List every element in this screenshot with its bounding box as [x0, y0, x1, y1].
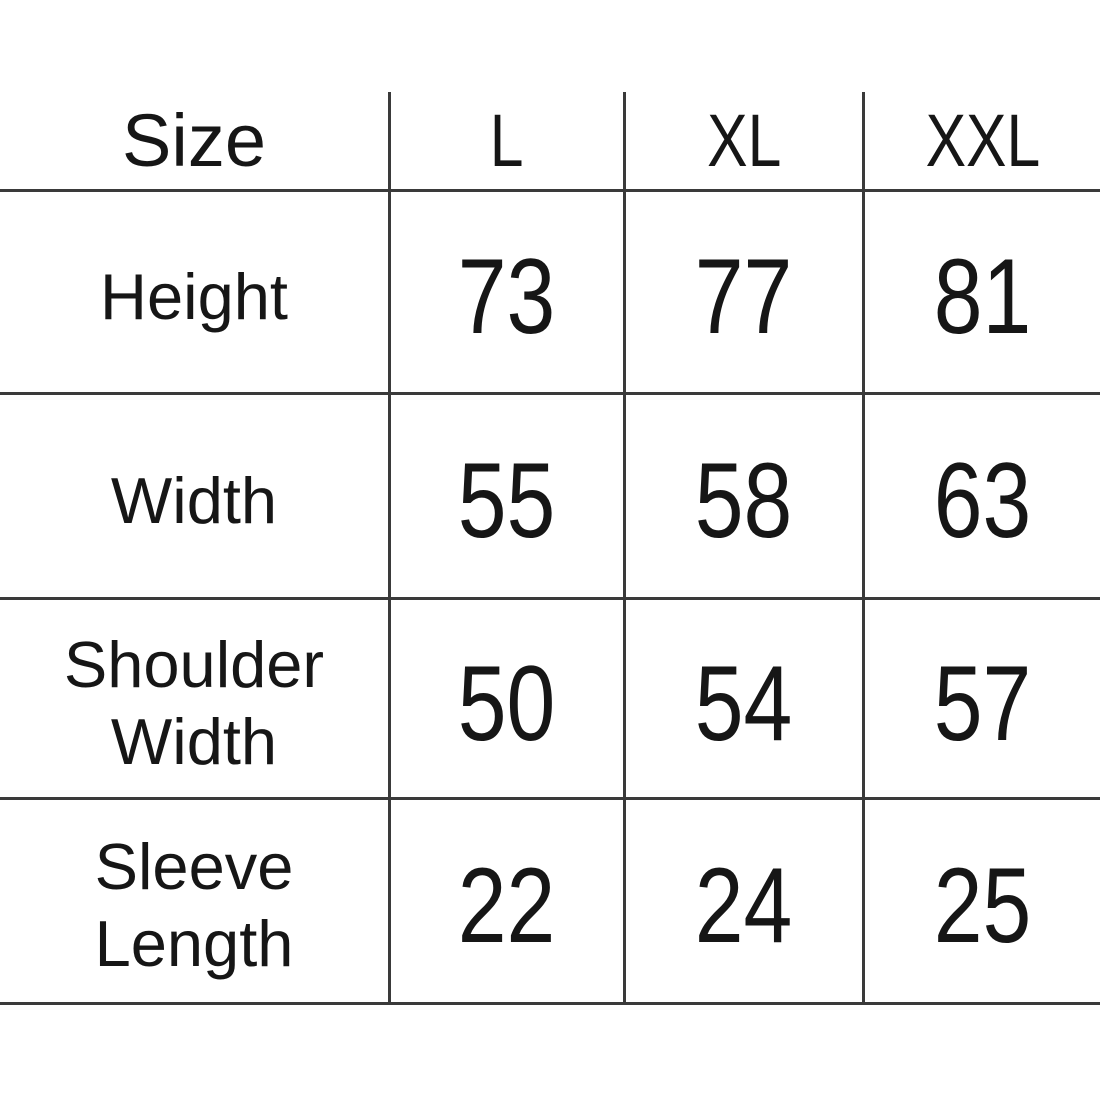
shoulder-width-xl-value: 54 [695, 642, 793, 763]
row-label-cell-sleeve-length: Sleeve Length [0, 800, 388, 1005]
header-cell-size: Size [0, 92, 388, 192]
row-label-shoulder-width: Shoulder Width [63, 627, 325, 778]
width-xxl-value: 63 [933, 440, 1032, 560]
row-label-cell-shoulder-width: Shoulder Width [0, 600, 388, 800]
sleeve-length-xxl-value: 25 [933, 845, 1032, 965]
shoulder-width-l-value: 50 [458, 642, 556, 763]
column-header-xxl: XXL [925, 99, 1040, 182]
row-label-sleeve-length: Sleeve Length [94, 830, 294, 980]
row-label-height: Height [100, 259, 288, 333]
cell-width-xxl: 63 [862, 395, 1100, 600]
cell-sleeve-length-xxl: 25 [862, 800, 1100, 1005]
height-xxl-value: 81 [933, 236, 1032, 356]
cell-width-xl: 58 [623, 395, 862, 600]
height-xl-value: 77 [695, 236, 793, 356]
cell-sleeve-length-xl: 24 [623, 800, 862, 1005]
width-l-value: 55 [458, 440, 556, 560]
shoulder-width-xxl-value: 57 [933, 642, 1032, 763]
column-header-l: L [490, 99, 524, 182]
sleeve-length-xl-value: 24 [695, 845, 793, 965]
height-l-value: 73 [458, 236, 556, 356]
cell-width-l: 55 [388, 395, 623, 600]
header-cell-l: L [388, 92, 623, 192]
size-chart-table: Size L XL XXL Height 73 77 81 Width 55 [0, 92, 1100, 1005]
row-label-width: Width [110, 463, 278, 537]
cell-height-xl: 77 [623, 192, 862, 395]
width-xl-value: 58 [695, 440, 793, 560]
cell-sleeve-length-l: 22 [388, 800, 623, 1005]
cell-shoulder-width-l: 50 [388, 600, 623, 800]
cell-height-xxl: 81 [862, 192, 1100, 395]
row-label-cell-height: Height [0, 192, 388, 395]
size-header-label: Size [122, 99, 266, 182]
cell-shoulder-width-xxl: 57 [862, 600, 1100, 800]
header-cell-xl: XL [623, 92, 862, 192]
cell-shoulder-width-xl: 54 [623, 600, 862, 800]
sleeve-length-l-value: 22 [458, 845, 556, 965]
cell-height-l: 73 [388, 192, 623, 395]
column-header-xl: XL [706, 99, 782, 182]
header-cell-xxl: XXL [862, 92, 1100, 192]
row-label-cell-width: Width [0, 395, 388, 600]
